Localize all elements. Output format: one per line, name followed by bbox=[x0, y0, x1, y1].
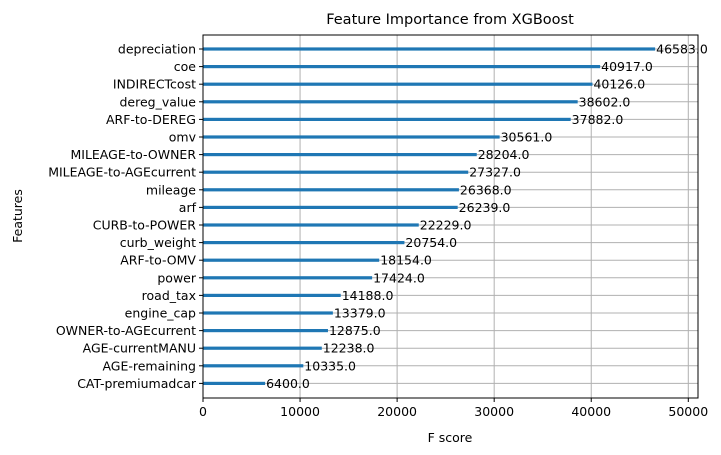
y-tick-label: AGE-remaining bbox=[102, 358, 196, 373]
y-tick-label: curb_weight bbox=[120, 235, 196, 250]
y-tick-label: OWNER-to-AGEcurrent bbox=[56, 323, 196, 338]
bar bbox=[203, 276, 373, 280]
data-label: 13379.0 bbox=[334, 306, 386, 321]
y-tick-label: road_tax bbox=[142, 288, 196, 303]
bar bbox=[203, 258, 380, 262]
y-tick-label: CAT-premiumadcar bbox=[77, 376, 197, 391]
data-label: 22229.0 bbox=[420, 218, 472, 233]
y-tick-label: CURB-to-POWER bbox=[93, 218, 197, 233]
bar bbox=[203, 381, 266, 385]
data-label: 37882.0 bbox=[572, 112, 624, 127]
chart-title: Feature Importance from XGBoost bbox=[326, 12, 574, 28]
data-label: 6400.0 bbox=[266, 376, 310, 391]
bar bbox=[203, 82, 593, 86]
x-tick-label: 30000 bbox=[474, 404, 514, 419]
y-tick-label: arf bbox=[179, 200, 197, 215]
data-label: 28204.0 bbox=[478, 147, 530, 162]
y-tick-label: AGE-currentMANU bbox=[83, 341, 196, 356]
data-label: 38602.0 bbox=[579, 94, 631, 109]
bar bbox=[203, 47, 656, 51]
data-label: 46583.0 bbox=[656, 42, 708, 57]
x-tick-label: 0 bbox=[199, 404, 207, 419]
x-axis-label: F score bbox=[428, 430, 473, 445]
y-axis-label: Features bbox=[10, 189, 25, 243]
data-label: 40126.0 bbox=[593, 77, 645, 92]
x-axis-ticks: 0 10000 20000 30000 40000 50000 bbox=[199, 398, 708, 419]
bar bbox=[203, 117, 571, 121]
bar bbox=[203, 100, 578, 104]
bar bbox=[203, 329, 328, 333]
bar bbox=[203, 364, 304, 368]
y-tick-label: dereg_value bbox=[119, 94, 196, 109]
y-tick-label: omv bbox=[169, 130, 197, 145]
bar bbox=[203, 205, 458, 209]
y-tick-label: INDIRECTcost bbox=[113, 77, 196, 92]
y-tick-label: ARF-to-DEREG bbox=[106, 112, 196, 127]
y-axis-ticks: depreciation coe INDIRECTcost dereg_value AR… bbox=[48, 42, 203, 391]
data-label: 20754.0 bbox=[405, 235, 457, 250]
bar bbox=[203, 311, 333, 315]
bar bbox=[203, 223, 419, 227]
bar bbox=[203, 170, 469, 174]
data-label: 40917.0 bbox=[601, 59, 653, 74]
data-label: 26239.0 bbox=[459, 200, 511, 215]
data-label: 12238.0 bbox=[323, 341, 375, 356]
y-tick-label: coe bbox=[174, 59, 197, 74]
y-tick-label: depreciation bbox=[118, 42, 196, 57]
y-tick-label: ARF-to-OMV bbox=[120, 253, 196, 268]
y-tick-label: mileage bbox=[146, 182, 196, 197]
bar bbox=[203, 65, 601, 69]
bar bbox=[203, 135, 500, 139]
bars bbox=[203, 47, 656, 385]
data-label: 27327.0 bbox=[469, 165, 521, 180]
y-tick-label: MILEAGE-to-AGEcurrent bbox=[48, 165, 196, 180]
plot-frame bbox=[202, 34, 699, 399]
data-label: 30561.0 bbox=[501, 130, 553, 145]
y-tick-label: engine_cap bbox=[125, 306, 196, 321]
x-tick-label: 40000 bbox=[571, 404, 611, 419]
x-tick-label: 20000 bbox=[377, 404, 417, 419]
x-tick-label: 10000 bbox=[280, 404, 320, 419]
bar bbox=[203, 153, 477, 157]
y-tick-label: power bbox=[157, 270, 196, 285]
bar bbox=[203, 293, 341, 297]
data-label: 26368.0 bbox=[460, 182, 512, 197]
data-label: 12875.0 bbox=[329, 323, 381, 338]
data-label: 18154.0 bbox=[380, 253, 432, 268]
y-tick-label: MILEAGE-to-OWNER bbox=[70, 147, 196, 162]
bar bbox=[203, 241, 405, 245]
data-label: 14188.0 bbox=[342, 288, 394, 303]
bar bbox=[203, 346, 322, 350]
x-tick-label: 50000 bbox=[668, 404, 708, 419]
data-label: 10335.0 bbox=[304, 358, 356, 373]
data-label: 17424.0 bbox=[373, 270, 425, 285]
bar bbox=[203, 188, 459, 192]
